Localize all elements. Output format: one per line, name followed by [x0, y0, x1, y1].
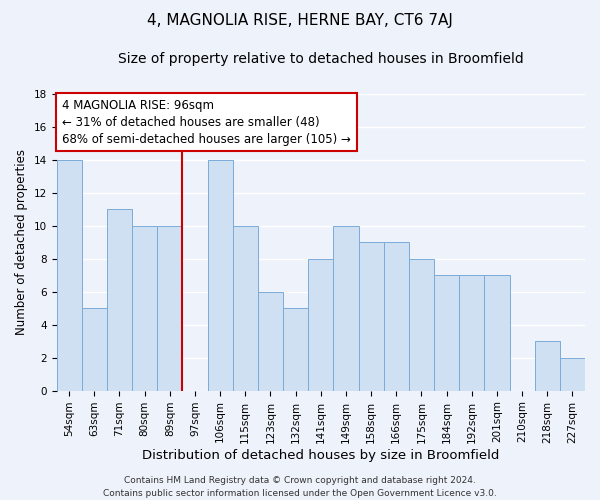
Bar: [535, 342, 560, 390]
Bar: [560, 358, 585, 390]
Text: 4, MAGNOLIA RISE, HERNE BAY, CT6 7AJ: 4, MAGNOLIA RISE, HERNE BAY, CT6 7AJ: [147, 12, 453, 28]
Text: 4 MAGNOLIA RISE: 96sqm
← 31% of detached houses are smaller (48)
68% of semi-det: 4 MAGNOLIA RISE: 96sqm ← 31% of detached…: [62, 98, 350, 146]
Bar: [283, 308, 308, 390]
Bar: [484, 276, 509, 390]
X-axis label: Distribution of detached houses by size in Broomfield: Distribution of detached houses by size …: [142, 450, 499, 462]
Bar: [56, 160, 82, 390]
Bar: [233, 226, 258, 390]
Bar: [308, 259, 334, 390]
Bar: [157, 226, 182, 390]
Bar: [208, 160, 233, 390]
Bar: [258, 292, 283, 390]
Bar: [434, 276, 459, 390]
Bar: [132, 226, 157, 390]
Bar: [459, 276, 484, 390]
Bar: [359, 242, 383, 390]
Bar: [107, 210, 132, 390]
Bar: [409, 259, 434, 390]
Text: Contains HM Land Registry data © Crown copyright and database right 2024.
Contai: Contains HM Land Registry data © Crown c…: [103, 476, 497, 498]
Y-axis label: Number of detached properties: Number of detached properties: [15, 150, 28, 336]
Bar: [334, 226, 359, 390]
Bar: [82, 308, 107, 390]
Title: Size of property relative to detached houses in Broomfield: Size of property relative to detached ho…: [118, 52, 524, 66]
Bar: [383, 242, 409, 390]
